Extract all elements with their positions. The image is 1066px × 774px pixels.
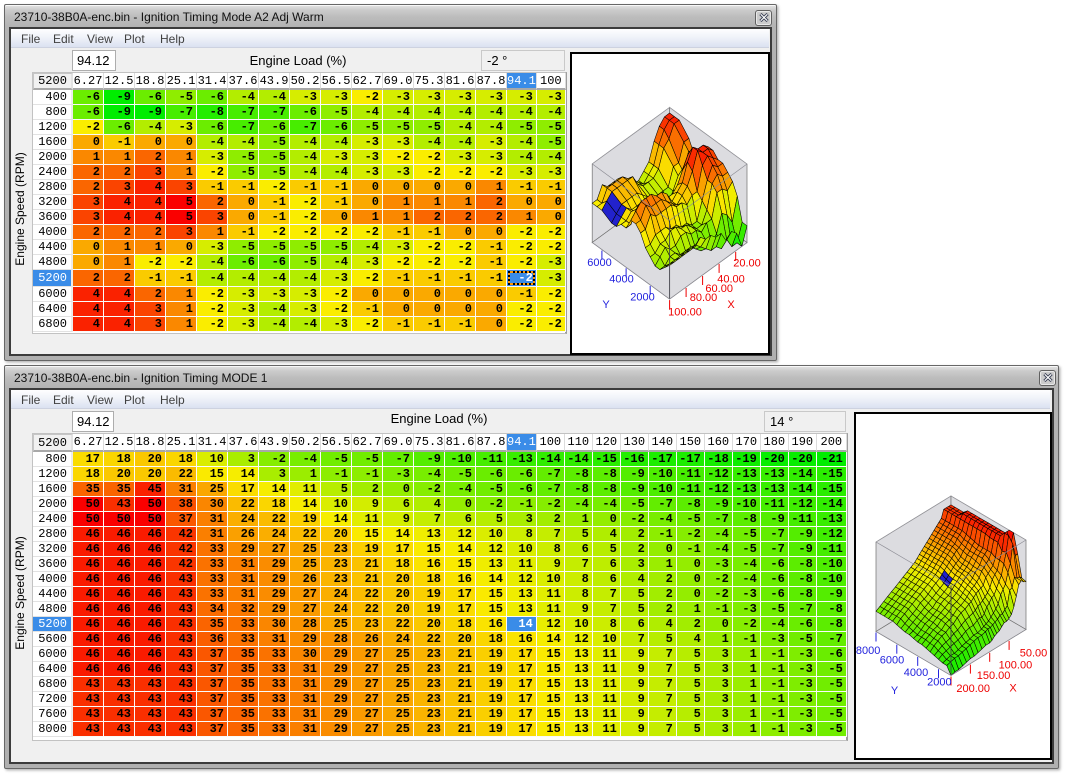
svg-text:200.00: 200.00 <box>956 683 990 695</box>
svg-text:80.00: 80.00 <box>690 292 718 304</box>
svg-text:6000: 6000 <box>880 655 904 667</box>
svg-text:40.00: 40.00 <box>717 274 745 286</box>
svg-text:100.00: 100.00 <box>668 307 702 319</box>
svg-text:150.00: 150.00 <box>977 670 1011 682</box>
svg-text:Y: Y <box>891 685 899 697</box>
svg-text:60.00: 60.00 <box>705 283 733 295</box>
svg-text:2000: 2000 <box>630 292 654 304</box>
svg-text:6000: 6000 <box>587 257 611 269</box>
svg-text:X: X <box>727 299 735 311</box>
svg-text:X: X <box>1009 682 1017 694</box>
svg-text:4000: 4000 <box>904 667 928 679</box>
svg-text:4000: 4000 <box>609 274 633 286</box>
svg-text:2000: 2000 <box>927 676 951 688</box>
svg-text:20.00: 20.00 <box>733 257 761 269</box>
svg-text:50.00: 50.00 <box>1020 647 1048 659</box>
svg-text:8000: 8000 <box>856 645 880 657</box>
svg-text:Y: Y <box>602 299 610 311</box>
svg-text:100.00: 100.00 <box>999 660 1033 672</box>
